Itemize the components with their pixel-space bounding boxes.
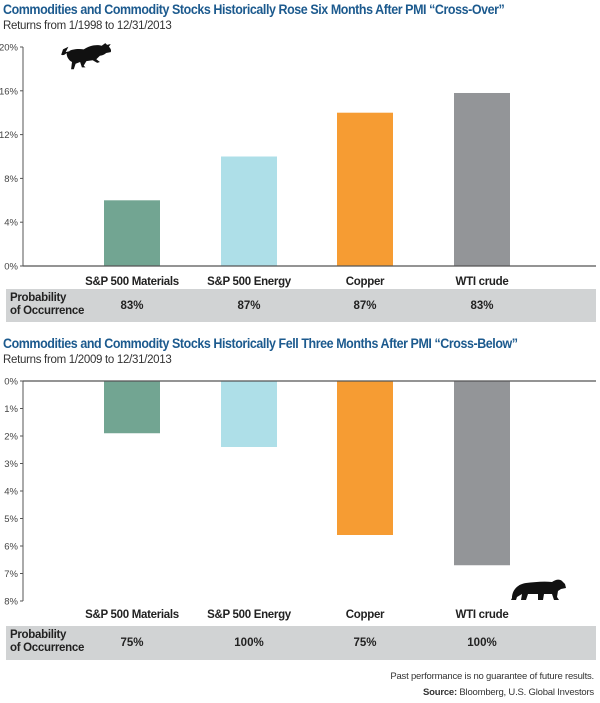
chart2-subtitle: Returns from 1/2009 to 12/31/2013 [3,354,172,366]
chart2-y-tick-label: 5% [4,514,18,525]
chart2-category-label: S&P 500 Materials [85,609,179,621]
chart1-y-tick-label: 8% [4,174,18,185]
chart1-category-label: Copper [346,276,385,288]
chart2-y-tick-label: 3% [4,459,18,470]
chart1-y-tick-label: 12% [0,130,19,141]
chart1-y-tick-label: 0% [4,262,18,273]
probability-label-line1: Probability [10,292,67,304]
chart1-y-tick-label: 16% [0,86,19,97]
chart2-y-tick-label: 4% [4,487,18,498]
chart2-bar-1 [221,381,277,447]
chart1-bar-0 [104,200,160,266]
chart1-bar-3 [454,92,510,267]
chart2-y-tick-label: 1% [4,404,18,415]
bear-icon [511,579,566,600]
chart2-bar-3 [454,381,510,566]
chart2-y-tick-label: 7% [4,569,18,580]
source-label: Source: [422,687,457,698]
chart2-title: Commodities and Commodity Stocks Histori… [3,336,518,351]
probability-value: 100% [467,637,497,649]
chart2-probability-band: Probability of Occurrence 75% 100% 75% 1… [6,626,596,660]
probability-label: Probability of Occurrence [10,629,84,655]
chart1-bar-1 [221,156,277,266]
probability-label-line2: of Occurrence [10,642,85,654]
probability-value: 87% [237,300,261,312]
source-text: Bloomberg, U.S. Global Investors [456,687,594,698]
disclaimer: Past performance is no guarantee of futu… [390,671,594,682]
probability-value: 100% [234,637,264,649]
chart1-category-label: WTI crude [456,276,509,288]
chart2-y-tick-label: 2% [4,432,18,443]
probability-label: Probability of Occurrence [10,292,84,318]
chart2-category-label: WTI crude [456,609,509,621]
chart2-y-tick-label: 8% [4,597,18,608]
source-line: Source: Bloomberg, U.S. Global Investors [423,687,594,698]
chart2-bar-0 [104,381,160,434]
probability-label-line1: Probability [10,629,67,641]
chart1-y-tick-label: 20% [0,43,19,54]
chart2-y-tick-label: 6% [4,542,18,553]
chart1-category-label: S&P 500 Energy [207,276,292,288]
probability-label-line2: of Occurrence [10,305,85,317]
probability-value: 87% [353,300,377,312]
probability-value: 75% [120,637,144,649]
probability-value: 75% [353,637,377,649]
chart2-y-tick-label: 0% [4,377,18,388]
chart1-category-label: S&P 500 Materials [85,276,179,288]
chart2-bar-2 [337,381,393,535]
probability-value: 83% [470,300,494,312]
chart2-category-label: Copper [346,609,385,621]
chart1-probability-band: Probability of Occurrence 83% 87% 87% 83… [6,289,596,322]
chart1-y-tick-label: 4% [4,218,18,229]
chart1-subtitle: Returns from 1/1998 to 12/31/2013 [3,20,172,32]
chart1-title: Commodities and Commodity Stocks Histori… [3,2,505,17]
bull-icon [61,43,112,70]
chart2-category-label: S&P 500 Energy [207,609,292,621]
probability-value: 83% [120,300,144,312]
chart1-bar-2 [337,112,393,266]
